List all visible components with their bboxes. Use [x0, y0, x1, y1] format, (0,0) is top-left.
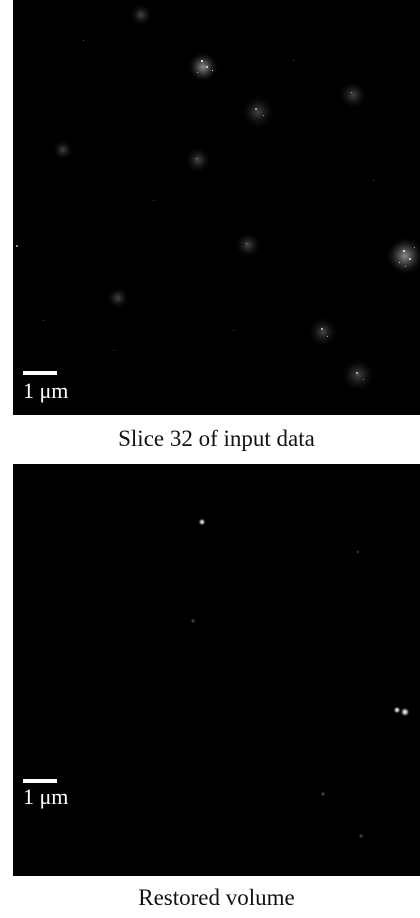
input-slice-caption: Slice 32 of input data — [118, 426, 315, 451]
input-slice-noise — [13, 0, 420, 415]
scale-bar-label: 1 μm — [23, 784, 69, 809]
faint-spot — [320, 791, 326, 797]
restored-volume-caption: Restored volume — [138, 885, 295, 910]
restored-volume-spots — [13, 464, 420, 876]
bright-spot — [400, 707, 410, 717]
bright-spot — [198, 518, 206, 526]
faint-spot — [190, 618, 196, 624]
restored-volume-image: 1 μm — [13, 464, 420, 876]
faint-spot — [356, 550, 360, 554]
bright-spot — [393, 706, 401, 714]
faint-spot — [358, 833, 364, 839]
input-slice-image: 1 μm — [13, 0, 420, 415]
scale-bar — [23, 779, 57, 783]
scale-bar-label: 1 μm — [23, 378, 69, 403]
speckle-noise — [16, 40, 415, 380]
scale-bar — [23, 371, 57, 375]
